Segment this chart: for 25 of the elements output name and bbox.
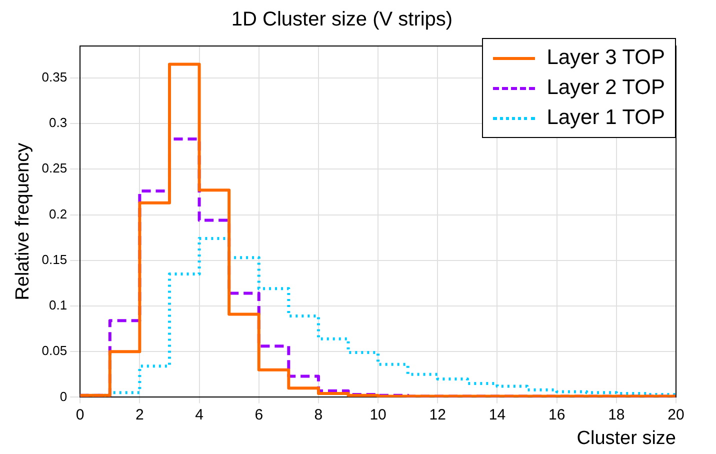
legend-label: Layer 2 TOP	[546, 76, 665, 100]
y-tick-label: 0.25	[42, 160, 68, 176]
x-tick-label: 4	[195, 406, 204, 424]
y-tick-label: 0.35	[42, 70, 68, 85]
x-tick-label: 0	[76, 406, 84, 424]
y-tick-label: 0.3	[49, 115, 68, 130]
x-tick-label: 16	[548, 406, 566, 424]
y-axis-title: Relative frequency	[12, 142, 34, 300]
x-tick-label: 2	[136, 406, 144, 424]
y-tick-label: 0	[60, 388, 68, 404]
x-tick-label: 20	[668, 406, 684, 424]
x-tick-label: 14	[488, 406, 506, 424]
legend-label: Layer 1 TOP	[546, 106, 665, 130]
y-tick-label: 0.05	[42, 343, 68, 358]
chart-title: 1D Cluster size (V strips)	[231, 8, 453, 31]
legend-label: Layer 3 TOP	[546, 46, 665, 70]
x-tick-label: 8	[314, 406, 323, 424]
x-tick-label: 18	[608, 406, 625, 424]
x-tick-label: 12	[429, 406, 446, 424]
y-tick-label: 0.15	[42, 252, 68, 267]
y-tick-label: 0.2	[49, 206, 68, 222]
y-tick-label: 0.1	[49, 298, 68, 313]
x-tick-label: 10	[370, 406, 386, 424]
x-tick-label: 6	[254, 406, 264, 424]
x-axis-title: Cluster size	[576, 428, 676, 449]
